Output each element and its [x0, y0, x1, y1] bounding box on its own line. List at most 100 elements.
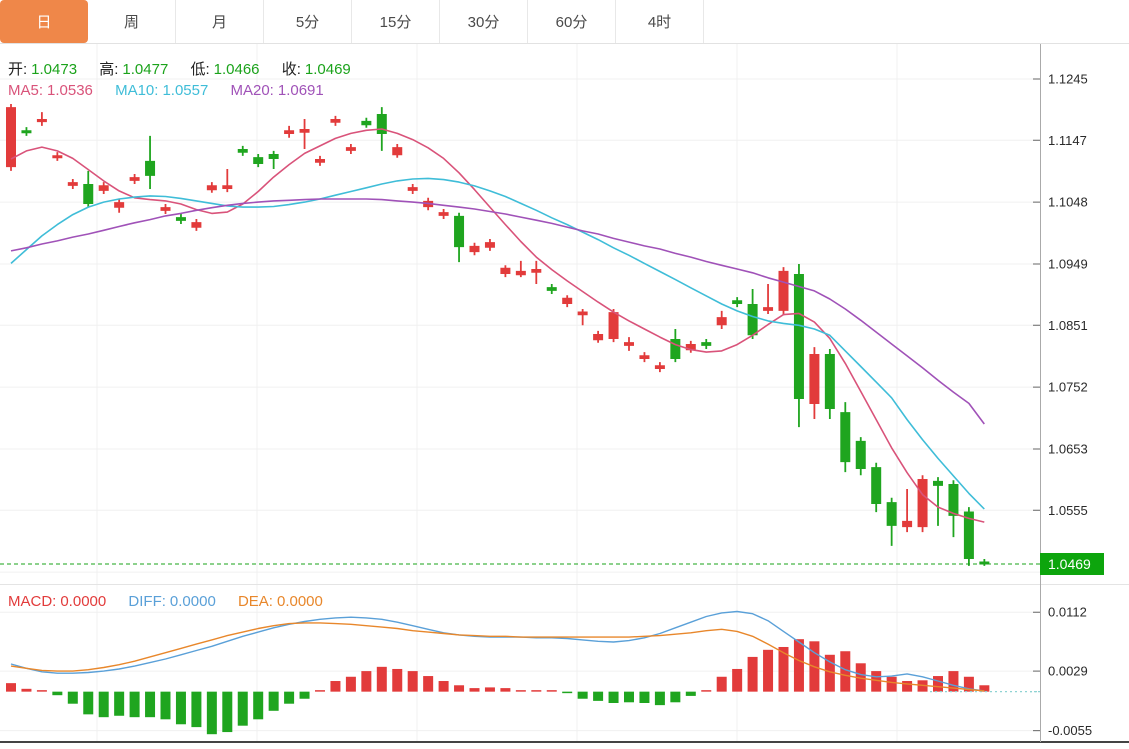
- candle-body: [67, 182, 78, 186]
- candle-body: [608, 312, 619, 339]
- macd-bar: [36, 690, 47, 692]
- macd-bar: [515, 690, 526, 692]
- macd-bar: [701, 690, 712, 692]
- macd-bar: [160, 691, 171, 720]
- candle-body: [145, 160, 156, 176]
- macd-bar: [639, 691, 650, 703]
- tab-week[interactable]: 周: [88, 0, 176, 43]
- candle-body: [6, 107, 16, 168]
- candle-body: [500, 267, 511, 274]
- macd-bar: [577, 691, 588, 699]
- macd-bar: [654, 691, 665, 706]
- candle-body: [98, 185, 109, 191]
- axis-label: -0.0055: [1048, 723, 1092, 738]
- current-price-badge: 1.0469: [1040, 553, 1104, 575]
- macd-bar: [191, 691, 202, 728]
- tab-day[interactable]: 日: [0, 0, 88, 43]
- diff-line: [10, 610, 985, 692]
- macd-bar: [979, 685, 990, 692]
- chart-area[interactable]: 1.1245 1.1147 1.1048 1.0949 1.0851 1.0752 1.06…: [0, 44, 1129, 749]
- tab-30min[interactable]: 30分: [440, 0, 528, 43]
- candle-body: [639, 355, 650, 359]
- candle-body: [793, 274, 804, 399]
- candle-body: [268, 154, 279, 159]
- candle-body: [654, 365, 665, 369]
- macd-bar: [716, 676, 727, 692]
- tab-5min[interactable]: 5分: [264, 0, 352, 43]
- tab-4hour[interactable]: 4时: [616, 0, 704, 43]
- axis-label: 0.0112: [1048, 605, 1087, 620]
- macd-bar: [98, 691, 109, 718]
- macd-bar: [546, 690, 557, 692]
- candle-body: [222, 185, 233, 189]
- badge-rect: [1040, 553, 1104, 575]
- candle-body: [593, 334, 604, 341]
- candle-body: [284, 130, 295, 134]
- macd-bar: [963, 676, 974, 692]
- candle-body: [515, 270, 526, 276]
- candle-body: [886, 502, 897, 526]
- candle-body: [330, 119, 341, 123]
- macd-bar: [315, 690, 325, 692]
- candle-body: [979, 561, 990, 565]
- macd-bar: [685, 691, 696, 696]
- macd-bar: [129, 691, 140, 718]
- candle-body: [624, 342, 634, 346]
- macd-bar: [732, 668, 743, 692]
- candle-body: [114, 202, 125, 208]
- candle-body: [191, 222, 202, 228]
- candle-body: [253, 157, 264, 164]
- candle-body: [933, 480, 943, 486]
- macd-bar: [948, 671, 959, 692]
- candle-body: [685, 344, 696, 351]
- macd-bar: [423, 676, 434, 692]
- axis-label: 1.1147: [1048, 133, 1087, 148]
- macd-bar: [747, 656, 758, 692]
- ma5-line: [10, 128, 985, 523]
- kline-svg[interactable]: 1.1245 1.1147 1.1048 1.0949 1.0851 1.0752 1.06…: [0, 44, 1129, 749]
- macd-bar: [299, 691, 310, 699]
- candle-body: [855, 440, 866, 469]
- candle-body: [577, 311, 588, 316]
- tab-15min[interactable]: 15分: [352, 0, 440, 43]
- macd-bar: [253, 691, 264, 720]
- macd-bar: [886, 676, 897, 692]
- macd-histogram: [6, 639, 990, 735]
- macd-bar: [114, 691, 125, 716]
- candle-body: [778, 270, 789, 311]
- candle-body: [175, 217, 186, 221]
- macd-bar: [376, 666, 387, 692]
- candle-body: [871, 467, 882, 504]
- axis-label: 1.0851: [1048, 318, 1088, 333]
- macd-bar: [67, 691, 78, 704]
- candle-body: [21, 130, 32, 134]
- tab-60min[interactable]: 60分: [528, 0, 616, 43]
- macd-bar: [624, 691, 634, 703]
- macd-bar: [237, 691, 248, 726]
- price-axis: 1.1245 1.1147 1.1048 1.0949 1.0851 1.0752 1.06…: [1030, 44, 1092, 742]
- macd-bar: [778, 646, 789, 692]
- macd-bar: [593, 691, 604, 701]
- candle-body: [917, 479, 928, 528]
- macd-bar: [438, 681, 449, 692]
- candle-body: [438, 212, 449, 216]
- candle-body: [531, 269, 542, 273]
- axis-label: 1.0752: [1048, 380, 1088, 395]
- candle-body: [160, 207, 171, 211]
- candle-body: [824, 354, 835, 409]
- candle-body: [299, 129, 310, 133]
- macd-bar: [392, 668, 403, 692]
- axis-label: 0.0029: [1048, 664, 1088, 679]
- macd-bar: [361, 671, 372, 692]
- macd-bar: [500, 688, 511, 692]
- candle-body: [840, 412, 851, 463]
- macd-bar: [933, 676, 943, 692]
- candle-body: [948, 484, 959, 516]
- candle-body: [206, 185, 217, 191]
- candle-body: [392, 147, 403, 156]
- macd-bar: [454, 685, 465, 692]
- axis-label: 1.0949: [1048, 257, 1088, 272]
- tab-month[interactable]: 月: [176, 0, 264, 43]
- macd-bar: [268, 691, 279, 711]
- candle-body: [747, 304, 758, 336]
